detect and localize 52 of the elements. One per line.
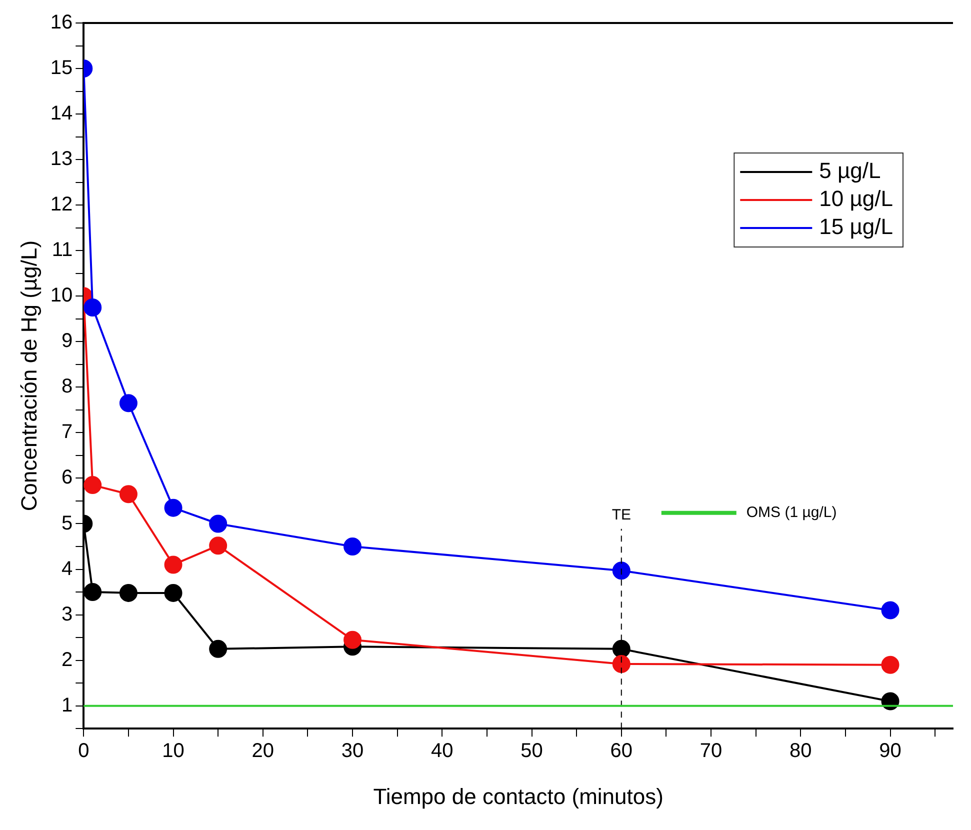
- x-tick-label: 70: [700, 740, 722, 762]
- y-tick-label: 15: [50, 57, 73, 80]
- x-tick-label: 60: [610, 740, 633, 762]
- x-tick-label: 40: [431, 740, 454, 762]
- point: [164, 498, 182, 517]
- point: [209, 514, 228, 533]
- x-tick-label: 20: [252, 740, 274, 762]
- y-tick-label: 14: [50, 102, 73, 125]
- legend-label: OMS (1 µg/L): [746, 504, 837, 522]
- point: [209, 536, 228, 555]
- point: [119, 394, 138, 412]
- ref-line-label: TE: [612, 506, 631, 524]
- y-tick-label: 12: [50, 194, 73, 216]
- y-tick-label: 11: [52, 239, 73, 262]
- y-tick-label: 8: [62, 376, 73, 398]
- y-tick-label: 9: [62, 330, 73, 352]
- y-tick-label: 13: [50, 148, 73, 170]
- y-tick-label: 1: [62, 694, 73, 716]
- x-axis-title: Tiempo de contacto (minutos): [373, 784, 664, 809]
- point: [881, 601, 900, 620]
- legend-label: 5 µg/L: [819, 158, 881, 184]
- y-tick-label: 4: [62, 558, 73, 580]
- x-tick-label: 50: [520, 740, 543, 762]
- y-axis-title: Concentración de Hg (µg/L): [16, 240, 42, 512]
- point: [84, 298, 102, 317]
- point: [881, 656, 900, 674]
- point: [84, 476, 102, 494]
- x-tick-label: 90: [879, 740, 902, 762]
- point: [164, 556, 182, 574]
- y-tick-label: 5: [62, 512, 73, 534]
- point: [84, 583, 102, 602]
- point: [612, 654, 630, 673]
- point: [209, 640, 228, 658]
- point: [119, 485, 138, 504]
- y-tick-label: 16: [50, 12, 73, 34]
- y-tick-label: 6: [62, 466, 73, 489]
- legend-label: 10 µg/L: [819, 186, 893, 212]
- point: [612, 562, 630, 580]
- x-tick-label: 10: [162, 740, 184, 762]
- point: [344, 538, 362, 556]
- legend-label: 15 µg/L: [819, 214, 893, 240]
- x-tick-label: 80: [790, 740, 812, 762]
- point: [612, 640, 630, 658]
- point: [164, 584, 182, 602]
- y-tick-label: 3: [62, 603, 73, 626]
- point: [119, 584, 138, 602]
- y-tick-label: 10: [50, 284, 73, 307]
- x-tick-label: 0: [78, 740, 90, 762]
- y-tick-label: 2: [62, 648, 73, 671]
- y-tick-label: 7: [62, 421, 73, 444]
- point: [344, 630, 362, 649]
- x-tick-label: 30: [341, 740, 364, 762]
